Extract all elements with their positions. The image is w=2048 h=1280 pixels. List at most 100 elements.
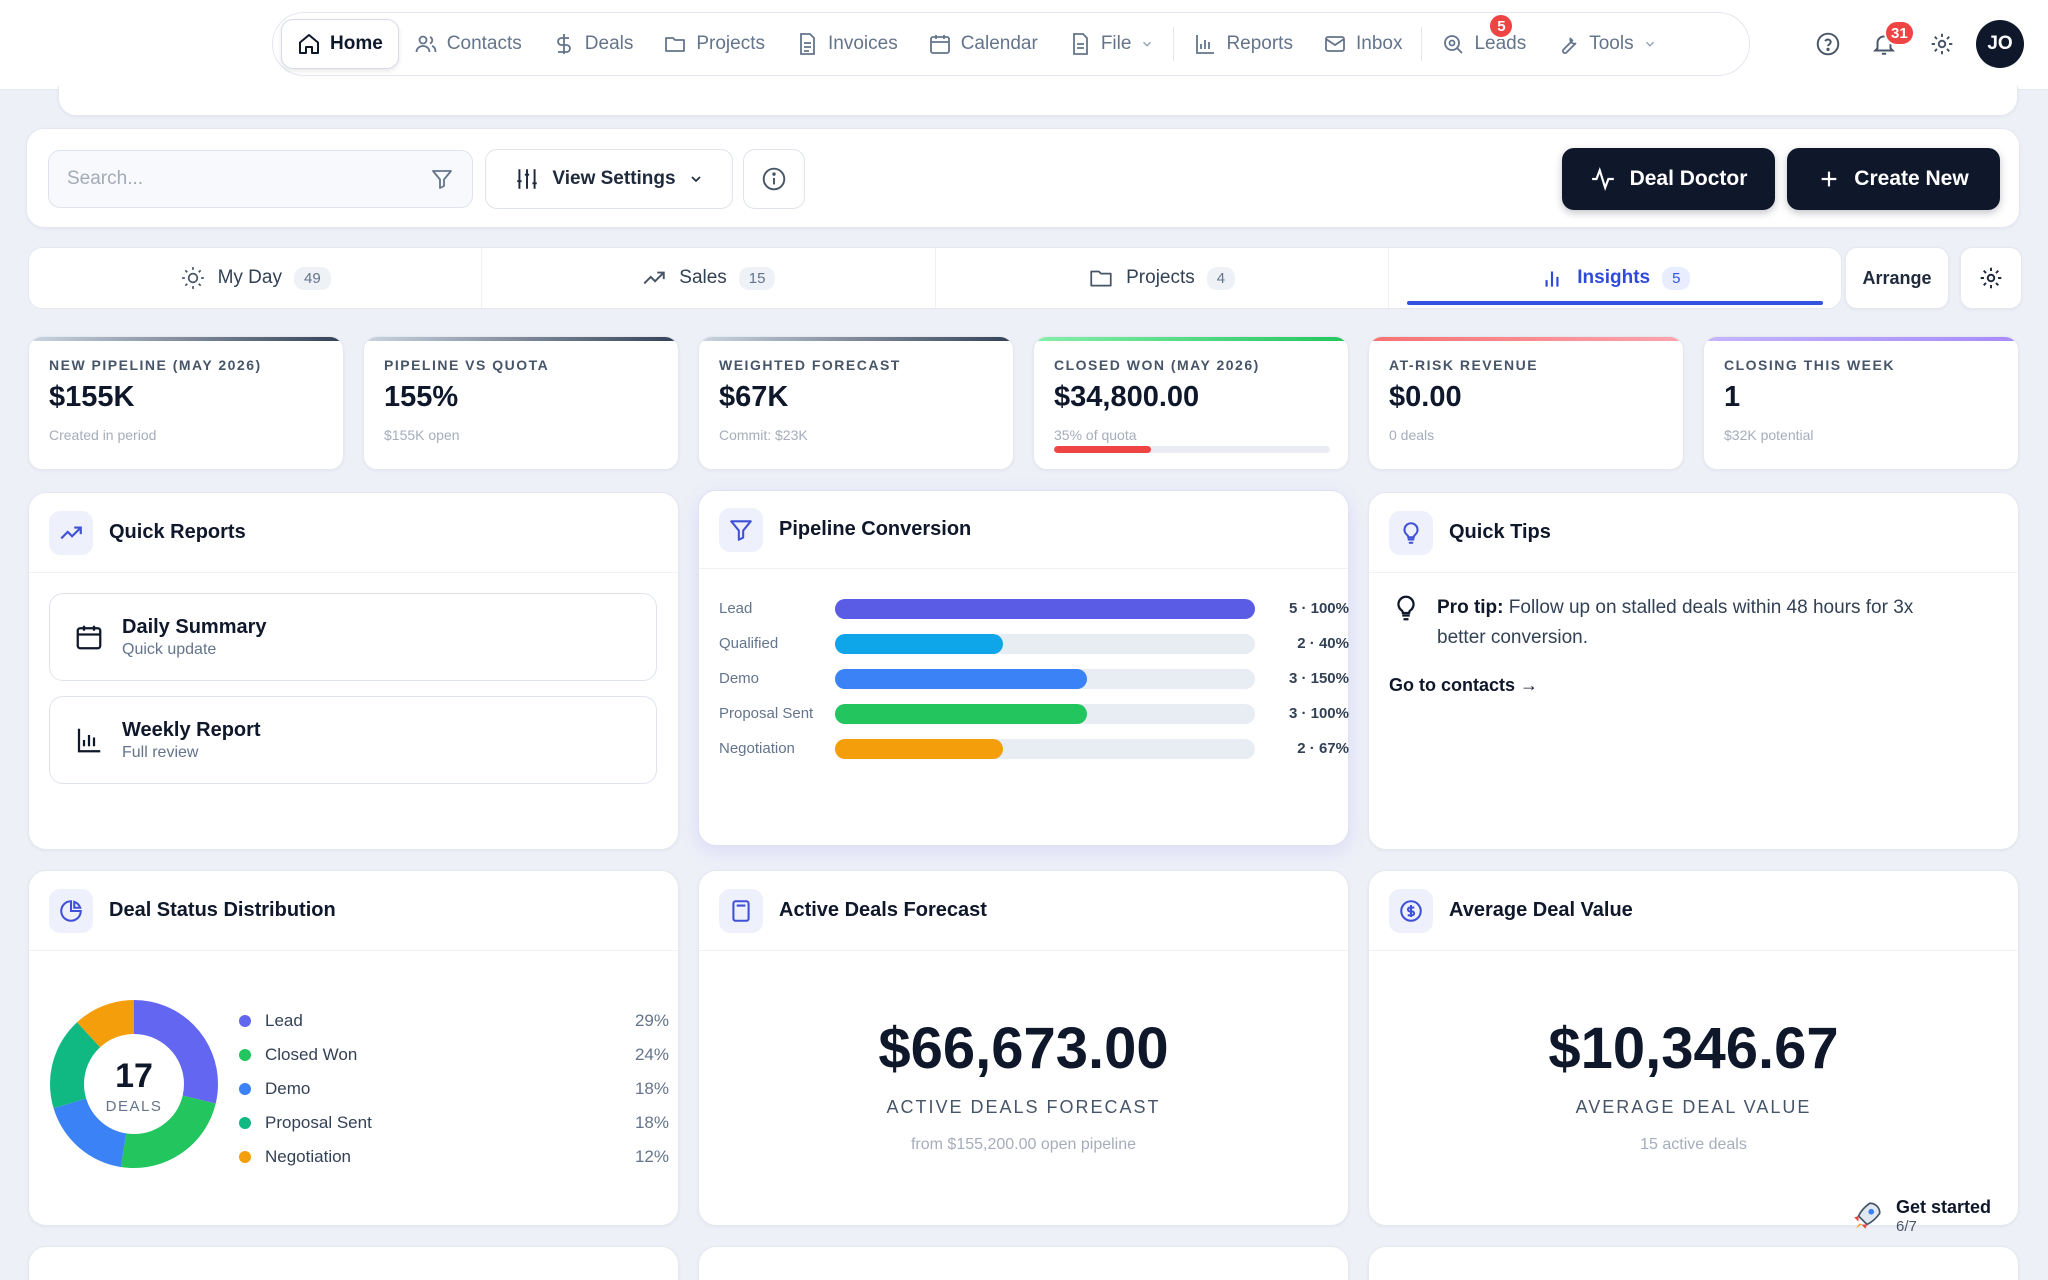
widget-header: Active Deals Forecast: [699, 871, 1348, 951]
nav-file-menu[interactable]: File: [1053, 19, 1170, 69]
widget-icon-box: [49, 510, 93, 555]
notifications-badge: 31: [1884, 20, 1915, 46]
legend-swatch: [239, 1083, 251, 1095]
sliders-icon: [517, 169, 538, 189]
nav-inbox[interactable]: Inbox: [1308, 19, 1417, 69]
report-weekly-report[interactable]: Weekly Report Full review: [49, 696, 657, 784]
widget-icon-box: [719, 507, 763, 552]
notifications-button[interactable]: 31: [1862, 20, 1915, 66]
nav-home-label: Home: [330, 33, 383, 54]
calendar-icon: [76, 625, 102, 650]
document-icon: [800, 33, 815, 55]
settings-button[interactable]: [1920, 22, 1964, 66]
tip-label: Pro tip:: [1437, 597, 1504, 618]
kpi-closing-this-week[interactable]: CLOSING THIS WEEK 1 $32K potential: [1703, 336, 2019, 470]
legend-swatch: [239, 1049, 251, 1061]
user-avatar[interactable]: JO: [1976, 20, 2024, 68]
nav-home[interactable]: Home: [281, 19, 399, 69]
mail-icon: [1325, 36, 1345, 52]
trending-up-icon: [643, 271, 665, 285]
report-daily-summary[interactable]: Daily Summary Quick update: [49, 593, 657, 681]
tab-insights[interactable]: Insights 5: [1389, 248, 1841, 308]
nav-projects[interactable]: Projects: [648, 19, 780, 69]
legend-swatch: [239, 1015, 251, 1027]
stage-value: 2 · 40%: [1297, 635, 1349, 652]
folder-icon: [665, 37, 686, 52]
stage-name: Qualified: [719, 635, 779, 652]
widget-icon-box: [1389, 510, 1433, 555]
get-started-widget[interactable]: Get started 6/7: [1850, 1188, 2040, 1244]
kpi-label: PIPELINE VS QUOTA: [384, 357, 550, 373]
trending-up-icon: [60, 526, 82, 539]
pulse-icon: [1591, 166, 1614, 192]
wrench-icon: [1562, 37, 1577, 54]
tip-body-cont: better conversion.: [1437, 627, 1589, 648]
kpi-pipeline-vs-quota[interactable]: PIPELINE VS QUOTA 155% $155K open: [363, 336, 679, 470]
stage-name: Demo: [719, 670, 760, 687]
partial-widget: [698, 1246, 1349, 1280]
legend-label: Closed Won: [265, 1045, 358, 1064]
legend-percent: 12%: [634, 1147, 669, 1166]
kpi-value: $67K: [719, 381, 789, 413]
nav-deals[interactable]: Deals: [537, 19, 649, 69]
go-to-contacts-link[interactable]: Go to contacts →: [1389, 675, 1539, 695]
nav-contacts[interactable]: Contacts: [399, 19, 537, 69]
nav-leads[interactable]: Leads 5: [1426, 13, 1541, 69]
kpi-closed-won[interactable]: CLOSED WON (MAY 2026) $34,800.00 35% of …: [1033, 336, 1349, 470]
view-settings-button[interactable]: View Settings: [485, 149, 733, 209]
search-input[interactable]: [67, 168, 430, 190]
home-icon: [299, 34, 319, 54]
kpi-weighted-forecast[interactable]: WEIGHTED FORECAST $67K Commit: $23K: [698, 336, 1014, 470]
partial-widget: [1368, 1246, 2019, 1280]
tab-my-day-label: My Day: [217, 267, 282, 288]
tab-sales[interactable]: Sales 15: [482, 248, 936, 308]
lightbulb-icon: [1397, 595, 1415, 621]
kpi-accent-line: [1704, 337, 2018, 341]
nav-inbox-label: Inbox: [1355, 33, 1403, 54]
kpi-at-risk-revenue[interactable]: AT-RISK REVENUE $0.00 0 deals: [1368, 336, 1684, 470]
help-button[interactable]: [1806, 22, 1850, 66]
dashboard-settings-button[interactable]: [1960, 247, 2022, 309]
nav-invoices[interactable]: Invoices: [780, 19, 913, 69]
nav-reports[interactable]: Reports: [1178, 19, 1308, 69]
get-started-progress: 6/7: [1896, 1218, 1917, 1235]
info-button[interactable]: [743, 149, 805, 209]
donut-segment: [50, 1000, 218, 1168]
quota-progress-bar: [1054, 446, 1330, 453]
donut-total: 17: [115, 1057, 153, 1095]
pipeline-conversion-widget: Pipeline Conversion Lead 5 · 100% Qualifie…: [698, 490, 1349, 846]
tab-my-day[interactable]: My Day 49: [29, 248, 483, 308]
calculator-icon: [732, 899, 750, 922]
kpi-value: $34,800.00: [1054, 381, 1200, 413]
arrange-button[interactable]: Arrange: [1845, 247, 1949, 309]
create-new-button[interactable]: Create New: [1787, 148, 2000, 210]
widget-title: Quick Reports: [109, 521, 246, 543]
legend-label: Demo: [265, 1079, 311, 1098]
widget-header: Pipeline Conversion: [699, 491, 1348, 569]
nav-divider: [1421, 27, 1423, 61]
report-title: Daily Summary: [122, 615, 267, 638]
nav-tools-menu[interactable]: Tools: [1541, 19, 1671, 69]
chevron-down-icon: [691, 176, 701, 183]
kpi-accent-line: [1034, 337, 1348, 341]
deal-doctor-button[interactable]: Deal Doctor: [1562, 148, 1775, 210]
legend-percent: 18%: [634, 1079, 669, 1098]
legend-label: Negotiation: [265, 1147, 352, 1166]
forecast-value: $66,673.00: [878, 1016, 1169, 1081]
donut-segment: [50, 1000, 218, 1168]
kpi-label: CLOSING THIS WEEK: [1724, 357, 1895, 373]
pipeline-stage-row: Lead 5 · 100%: [719, 597, 1349, 621]
tab-projects[interactable]: Projects 4: [936, 248, 1389, 308]
widget-header: Quick Reports: [29, 493, 678, 573]
filter-icon[interactable]: [430, 167, 454, 191]
kpi-new-pipeline[interactable]: NEW PIPELINE (MAY 2026) $155K Created in…: [28, 336, 344, 470]
top-navigation-bar: Home Contacts Deals Projects Invoices Ca…: [0, 0, 2048, 90]
dollar-circle-icon: [1400, 899, 1422, 922]
kpi-accent-line: [364, 337, 678, 341]
tip-text: Pro tip: Follow up on stalled deals with…: [1437, 593, 1997, 653]
nav-calendar[interactable]: Calendar: [913, 19, 1053, 69]
kpi-label: AT-RISK REVENUE: [1389, 357, 1539, 373]
average-deal-value-widget: Average Deal Value $10,346.67 AVERAGE DE…: [1368, 870, 2019, 1226]
gear-icon: [1931, 33, 1953, 55]
widget-title: Pipeline Conversion: [779, 518, 972, 540]
